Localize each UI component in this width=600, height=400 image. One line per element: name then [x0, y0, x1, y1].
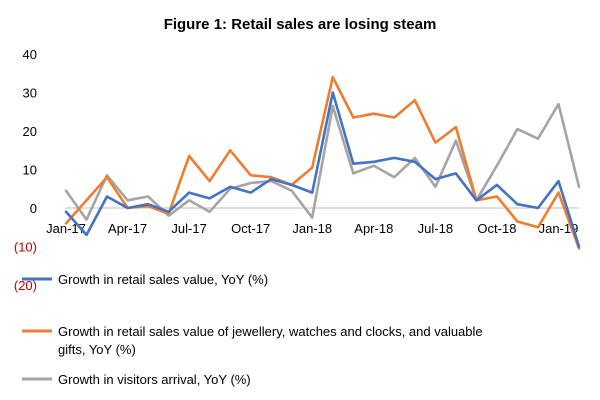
- x-tick-label: Oct-18: [477, 221, 516, 236]
- legend: Growth in retail sales value, YoY (%) Gro…: [22, 272, 483, 387]
- chart-title: Figure 1: Retail sales are losing steam: [164, 16, 437, 33]
- legend-label: Growth in retail sales value of jeweller…: [58, 324, 483, 357]
- series-line: [64, 91, 581, 248]
- y-tick-label: (10): [14, 240, 37, 255]
- x-tick-label: Jan-19: [539, 221, 579, 236]
- x-tick-label: Jan-18: [292, 221, 332, 236]
- series-line: [64, 102, 581, 221]
- x-tick-label: Oct-17: [231, 221, 270, 236]
- legend-label: Growth in visitors arrival, YoY (%): [58, 372, 251, 387]
- y-tick-label: 30: [23, 86, 37, 101]
- y-tick-label: 20: [23, 124, 37, 139]
- y-tick-label: 10: [23, 163, 37, 178]
- series-line: [64, 75, 581, 250]
- x-tick-label: Jul-18: [418, 221, 453, 236]
- legend-label: Growth in retail sales value, YoY (%): [58, 272, 268, 287]
- y-axis-ticks: 40 30 20 10 0 (10) (20): [14, 47, 37, 293]
- y-tick-label: 40: [23, 47, 37, 62]
- x-tick-label: Apr-18: [354, 221, 393, 236]
- series-group: [64, 75, 581, 250]
- x-tick-label: Jul-17: [171, 221, 206, 236]
- x-tick-label: Apr-17: [108, 221, 147, 236]
- x-axis-ticks: Jan-17 Apr-17 Jul-17 Oct-17 Jan-18 Apr-18 Jul-…: [46, 221, 578, 236]
- y-tick-label: (20): [14, 278, 37, 293]
- y-tick-label: 0: [30, 201, 37, 216]
